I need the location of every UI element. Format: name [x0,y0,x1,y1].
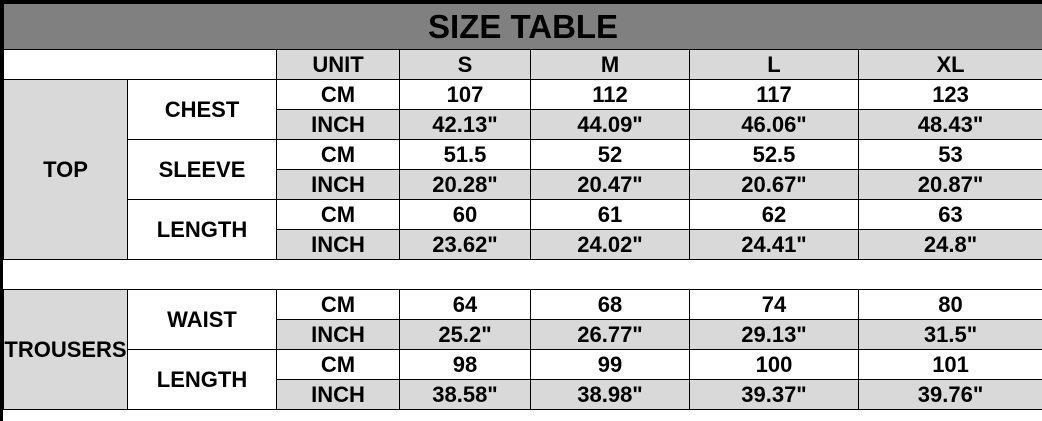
value-cell: 48.43" [857,109,1042,140]
value-cell: 68 [530,289,690,320]
measure-cell: CHEST [127,79,277,140]
header-unit: UNIT [276,49,400,80]
table-row: INCH 20.28" 20.47" 20.67" 20.87" [4,169,1042,200]
value-cell: 98 [399,349,531,380]
unit-cell: CM [276,349,400,380]
value-cell: 38.58" [399,379,531,410]
value-cell: 53 [857,139,1042,170]
unit-cell: INCH [276,229,400,260]
table-row: INCH 38.58" 38.98" 39.37" 39.76" [4,379,1042,410]
value-cell: 42.13" [399,109,531,140]
value-cell: 100 [689,349,859,380]
header-blank [3,49,277,80]
unit-cell: INCH [276,379,400,410]
header-size: XL [857,49,1042,80]
value-cell: 99 [530,349,690,380]
table-row: INCH 42.13" 44.09" 46.06" 48.43" [4,109,1042,140]
category-cell: TOP [3,79,128,260]
value-cell: 24.8" [857,229,1042,260]
value-cell: 112 [530,79,690,110]
spacer-cell [3,259,1042,290]
table-row: SLEEVE CM 51.5 52 52.5 53 [4,139,1042,200]
unit-cell: INCH [276,319,400,350]
value-cell: 62 [689,199,859,230]
value-cell: 31.5" [857,319,1042,350]
value-cell: 24.41" [689,229,859,260]
value-cell: 24.02" [530,229,690,260]
value-cell: 29.13" [689,319,859,350]
header-row: UNIT S M L XL [3,49,1042,80]
value-cell: 51.5 [399,139,531,170]
table-row: INCH 25.2" 26.77" 29.13" 31.5" [4,319,1042,350]
unit-cell: CM [276,289,400,320]
value-cell: 64 [399,289,531,320]
value-cell: 46.06" [689,109,859,140]
unit-cell: INCH [276,109,400,140]
value-cell: 80 [857,289,1042,320]
header-size: L [689,49,859,80]
category-cell: TROUSERS [3,289,128,410]
value-cell: 74 [689,289,859,320]
value-cell: 52.5 [689,139,859,170]
value-cell: 101 [857,349,1042,380]
value-cell: 25.2" [399,319,531,350]
value-cell: 61 [530,199,690,230]
value-cell: 52 [530,139,690,170]
value-cell: 107 [399,79,531,110]
value-cell: 44.09" [530,109,690,140]
table-title: SIZE TABLE [3,3,1042,50]
value-cell: 39.76" [857,379,1042,410]
value-cell: 20.28" [399,169,531,200]
unit-cell: INCH [276,169,400,200]
table-row: TROUSERS WAIST CM 64 68 74 80 [3,289,1042,410]
table-row: LENGTH CM 60 61 62 63 [4,199,1042,260]
measure-cell: LENGTH [127,199,277,260]
value-cell: 123 [857,79,1042,110]
value-cell: 20.67" [689,169,859,200]
measure-cell: WAIST [127,289,277,350]
value-cell: 20.87" [857,169,1042,200]
measure-cell: SLEEVE [127,139,277,200]
unit-cell: CM [276,199,400,230]
header-size: M [530,49,690,80]
value-cell: 60 [399,199,531,230]
value-cell: 20.47" [530,169,690,200]
value-cell: 23.62" [399,229,531,260]
value-cell: 117 [689,79,859,110]
value-cell: 39.37" [689,379,859,410]
table-row: TOP CHEST CM 107 112 117 123 [3,79,1042,260]
header-size: S [399,49,531,80]
unit-cell: CM [276,139,400,170]
value-cell: 26.77" [530,319,690,350]
spacer-row [3,259,1042,290]
measure-cell: LENGTH [127,349,277,410]
unit-cell: CM [276,79,400,110]
value-cell: 38.98" [530,379,690,410]
value-cell: 63 [857,199,1042,230]
size-table: SIZE TABLE UNIT S M L XL TOP CHEST CM 107 11… [3,3,1042,410]
table-row: LENGTH CM 98 99 100 101 [4,349,1042,410]
